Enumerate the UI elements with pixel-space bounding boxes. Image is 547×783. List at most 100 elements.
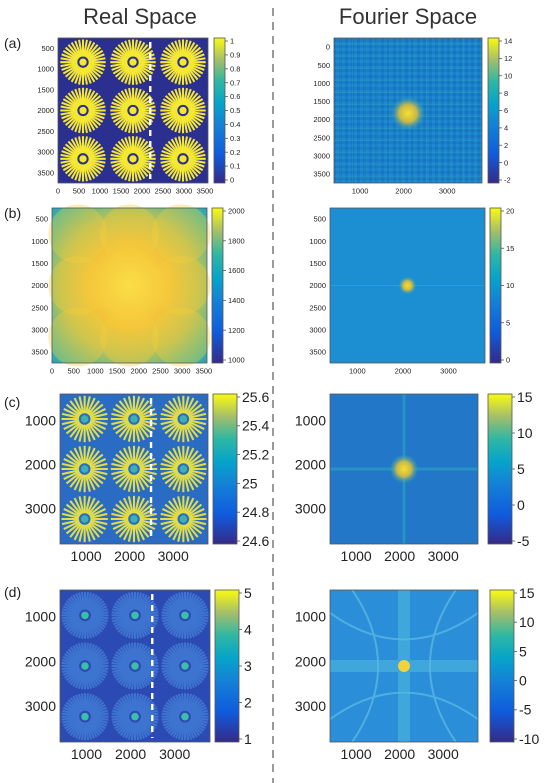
fourier-space-header: Fourier Space [339,4,477,29]
real-3-ytick: 3000 [25,698,56,714]
real-1-xtick: 2500 [152,367,169,376]
real-3-colorbar-tick: 2 [244,694,252,710]
real-1-ytick: 2000 [31,281,48,290]
real-0-colorbar-tick: 0.8 [230,64,240,73]
panel-d-real: 1000 2000 3000 1000 2000 3000 5 4 3 2 1 [25,585,252,762]
fourier-0-colorbar-tick: 10 [504,71,512,80]
real-0-xtick: 3500 [197,187,214,196]
fourier-1-colorbar-tick: 0 [506,356,510,365]
real-0-xtick: 1500 [113,187,130,196]
real-3-frame [59,589,211,743]
real-0-colorbar [213,37,226,184]
fourier-0-colorbar-tick: 8 [504,89,508,98]
fourier-0-ytick: 1500 [313,97,330,106]
panel-label-d: (d) [4,584,21,600]
real-2-colorbar [212,393,238,545]
fourier-3-ytick: 1000 [295,609,326,625]
fourier-1-colorbar-tick: 10 [506,281,514,290]
real-3-colorbar-tick: 1 [244,731,252,747]
panel-label-b: (b) [4,205,21,221]
siemens-star [161,693,209,741]
panel-b-fourier: 500 1000 1500 2000 2500 3000 3500 1000 2000 3000 2… [309,207,514,376]
fourier-0-colorbar-tick: 6 [504,106,508,115]
real-1-colorbar-tick: 1400 [228,296,245,305]
blurred-star [100,256,159,315]
fourier-2-colorbar-tick: 15 [517,389,533,405]
siemens-star [160,495,207,543]
real-0-ytick: 3000 [37,148,54,157]
siemens-star [161,591,209,639]
blurred-star [48,307,108,367]
siemens-star [110,39,156,85]
fourier-0-colorbar-tick: -2 [504,176,511,185]
real-1-xtick: 1500 [109,367,126,376]
dc-peak [398,660,410,672]
real-2-colorbar-tick: 25 [242,475,258,491]
real-2-colorbar-tick: 25.4 [242,418,269,434]
siemens-star [60,87,106,134]
panel-c-fourier: 1000 2000 3000 1000 2000 3000 15 10 5 0 -5 [295,389,533,564]
panel-a-fourier: 0 500 1000 1500 2000 2500 3000 3500 1000 2000 3000… [313,37,512,196]
blurred-star [48,256,108,315]
fourier-0-xtick: 3000 [439,187,456,196]
fourier-3-colorbar-tick: 5 [519,643,527,659]
real-1-xtick: 3000 [174,367,191,376]
real-2-frame [59,393,209,545]
fourier-1-ytick: 2500 [309,303,326,312]
fourier-3-colorbar-tick: 0 [519,673,527,689]
fourier-0-ytick: 3500 [313,170,330,179]
siemens-star [61,591,109,639]
real-1-colorbar-tick: 1600 [228,266,245,275]
real-space-header: Real Space [83,4,197,29]
siemens-star [160,395,207,443]
real-2-colorbar-tick: 25.6 [242,389,269,405]
fourier-3-xtick: 1000 [341,746,372,762]
blurred-star [100,204,159,264]
real-3-colorbar-tick: 3 [244,658,252,674]
fourier-2-xtick: 2000 [384,548,415,564]
fourier-0-xtick: 2000 [395,187,412,196]
blurred-star [100,307,159,367]
fourier-3-xtick: 3000 [428,746,459,762]
fourier-2-colorbar-tick: 5 [517,461,525,477]
fourier-1-colorbar-tick: 15 [506,244,514,253]
real-2-colorbar-tick: 24.6 [242,533,269,549]
fourier-1-colorbar [489,207,502,364]
fourier-2-colorbar-tick: -5 [517,533,530,549]
siemens-star [61,445,108,493]
fourier-1-xtick: 2000 [395,367,412,376]
real-3-xtick: 2000 [115,746,146,762]
siemens-star [61,693,109,741]
real-1-xtick: 1000 [87,367,104,376]
real-0-xtick: 500 [73,187,86,196]
real-0-ytick: 1500 [37,85,54,94]
siemens-star [160,87,206,134]
real-2-colorbar-tick: 24.8 [242,504,269,520]
real-0-colorbar-tick: 0.2 [230,148,240,157]
fourier-2-frame [329,393,479,545]
siemens-star [111,642,159,690]
real-0-xtick: 2000 [134,187,151,196]
real-1-colorbar [211,207,224,364]
fourier-1-xtick: 3000 [440,367,457,376]
real-3-colorbar-tick: 5 [244,585,252,601]
real-1-ytick: 1000 [31,237,48,246]
siemens-star [60,136,106,182]
diffraction-arcs [329,589,479,743]
real-0-colorbar-tick: 0.6 [230,92,240,101]
real-2-ytick: 1000 [25,412,56,428]
real-0-colorbar-tick: 0.4 [230,120,240,129]
panel-d-fourier: 1000 2000 3000 1000 2000 3000 15 10 5 0 -5 -10 [295,585,540,762]
real-2-xtick: 2000 [114,548,145,564]
fourier-3-ytick: 3000 [295,698,326,714]
real-1-frame [51,207,208,364]
real-0-colorbar-tick: 0.5 [230,106,240,115]
fourier-2-xtick: 3000 [428,548,459,564]
dc-peak [389,454,419,484]
real-1-colorbar-tick: 1000 [228,356,245,365]
fourier-0-frame [333,37,483,184]
fourier-1-xtick: 1000 [349,367,366,376]
real-0-xtick: 1000 [92,187,109,196]
real-0-colorbar-tick: 1 [230,37,234,46]
real-3-xtick: 3000 [159,746,190,762]
